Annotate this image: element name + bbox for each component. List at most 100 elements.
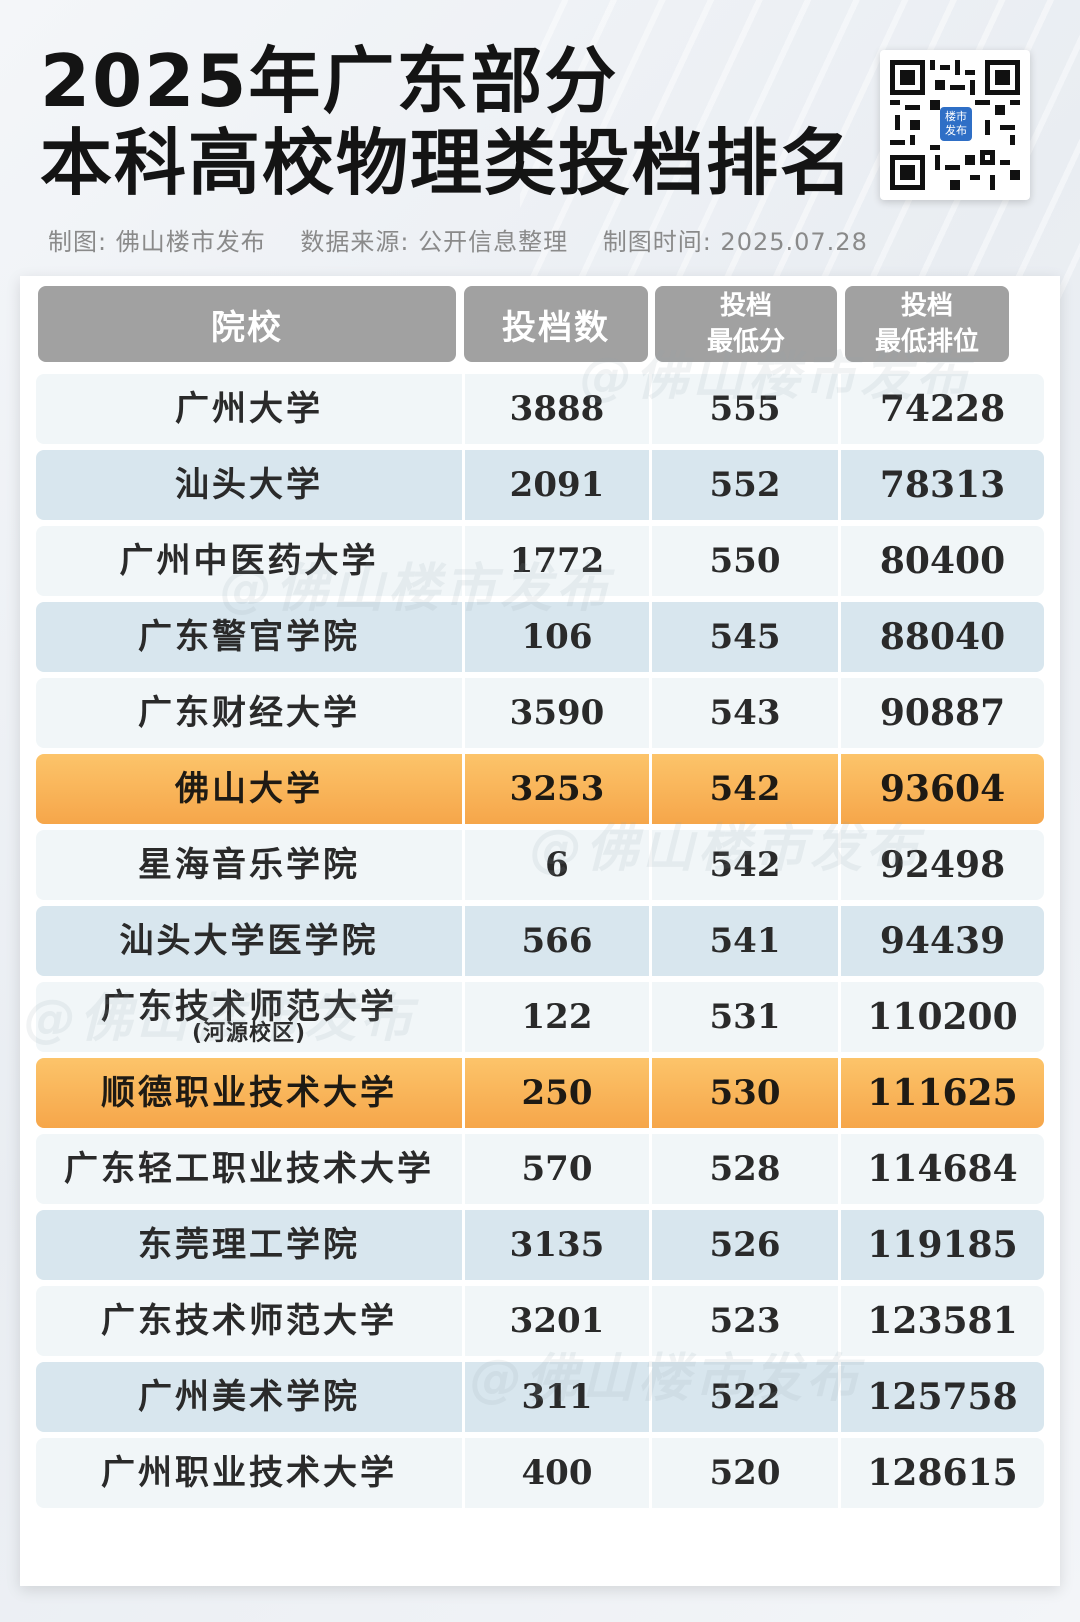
cell-school: 佛山大学 [36,754,462,824]
school-name: 广东财经大学 [138,693,360,733]
table-row: 顺德职业技术大学 250 530 111625 [36,1058,1044,1128]
cell-min-score: 541 [652,906,838,976]
school-name: 汕头大学 [175,465,323,505]
cell-school: 广东警官学院 [36,602,462,672]
cell-count: 570 [465,1134,649,1204]
ranking-table: 院校 投档数 投档 最低分 投档 最低排位 广州大学 3888 555 74228 汕头… [20,276,1060,1586]
meta-time: 制图时间: 2025.07.28 [602,228,868,256]
school-name: 广东警官学院 [138,617,360,657]
cell-min-score: 555 [652,374,838,444]
cell-min-rank: 114684 [841,1134,1044,1204]
cell-min-rank: 93604 [841,754,1044,824]
cell-school: 汕头大学医学院 [36,906,462,976]
cell-min-score: 520 [652,1438,838,1508]
cell-school: 星海音乐学院 [36,830,462,900]
cell-count: 400 [465,1438,649,1508]
cell-school: 顺德职业技术大学 [36,1058,462,1128]
cell-school: 广东轻工职业技术大学 [36,1134,462,1204]
cell-min-score: 545 [652,602,838,672]
cell-min-score: 522 [652,1362,838,1432]
table-row: 广东技术师范大学 3201 523 123581 [36,1286,1044,1356]
cell-count: 3201 [465,1286,649,1356]
cell-school: 汕头大学 [36,450,462,520]
meta-source: 数据来源: 公开信息整理 [300,228,569,256]
cell-count: 311 [465,1362,649,1432]
qr-logo-badge: 楼市 发布 [940,107,972,141]
table-row: 佛山大学 3253 542 93604 [36,754,1044,824]
table-row: 广州职业技术大学 400 520 128615 [36,1438,1044,1508]
meta-info: 制图: 佛山楼市发布 数据来源: 公开信息整理 制图时间: 2025.07.28 [48,222,894,257]
header-school: 院校 [38,286,456,362]
qr-code: 楼市 发布 [880,50,1030,200]
cell-min-rank: 78313 [841,450,1044,520]
table-row: 广州大学 3888 555 74228 [36,374,1044,444]
cell-count: 3135 [465,1210,649,1280]
table-row: 广州中医药大学 1772 550 80400 [36,526,1044,596]
cell-min-score: 552 [652,450,838,520]
title-line-1: 2025年广东部分 [40,39,619,123]
cell-min-score: 542 [652,754,838,824]
page-title: 2025年广东部分 本科高校物理类投档排名 [40,40,860,204]
cell-count: 3253 [465,754,649,824]
school-name: 广州大学 [175,389,323,429]
table-row: 广州美术学院 311 522 125758 [36,1362,1044,1432]
table-body: 广州大学 3888 555 74228 汕头大学 2091 552 78313 广州中医药大学 1… [36,374,1044,1514]
cell-school: 广州职业技术大学 [36,1438,462,1508]
school-name: 广东技术师范大学 [101,987,397,1027]
school-name: 汕头大学医学院 [119,921,379,961]
cell-count: 6 [465,830,649,900]
cell-school: 广州美术学院 [36,1362,462,1432]
cell-min-score: 531 [652,982,838,1052]
school-campus: (河源校区) [191,1021,307,1046]
cell-school: 广东技术师范大学 (河源校区) [36,982,462,1052]
school-name: 星海音乐学院 [138,845,360,885]
cell-min-rank: 111625 [841,1058,1044,1128]
cell-min-rank: 88040 [841,602,1044,672]
school-name: 广东技术师范大学 [101,1301,397,1341]
school-name: 东莞理工学院 [138,1225,360,1265]
cell-min-rank: 94439 [841,906,1044,976]
cell-min-score: 523 [652,1286,838,1356]
cell-min-rank: 128615 [841,1438,1044,1508]
cell-school: 东莞理工学院 [36,1210,462,1280]
table-row: 广东技术师范大学 (河源校区) 122 531 110200 [36,982,1044,1052]
cell-min-rank: 119185 [841,1210,1044,1280]
school-name: 广州中医药大学 [119,541,379,581]
cell-count: 250 [465,1058,649,1128]
cell-min-score: 542 [652,830,838,900]
cell-school: 广州大学 [36,374,462,444]
cell-school: 广州中医药大学 [36,526,462,596]
cell-school: 广东财经大学 [36,678,462,748]
school-name: 佛山大学 [175,769,323,809]
cell-min-score: 528 [652,1134,838,1204]
cell-count: 1772 [465,526,649,596]
school-name: 广东轻工职业技术大学 [64,1149,434,1189]
header-min-score-line1: 投档 [719,291,772,321]
cell-min-rank: 125758 [841,1362,1044,1432]
cell-min-score: 550 [652,526,838,596]
table-row: 星海音乐学院 6 542 92498 [36,830,1044,900]
cell-count: 3888 [465,374,649,444]
cell-min-score: 543 [652,678,838,748]
table-row: 东莞理工学院 3135 526 119185 [36,1210,1044,1280]
header-min-rank-line2: 最低排位 [874,327,979,357]
title-line-2: 本科高校物理类投档排名 [40,121,855,205]
header-min-rank-line1: 投档 [900,291,953,321]
cell-min-score: 526 [652,1210,838,1280]
school-name: 广州美术学院 [138,1377,360,1417]
meta-maker: 制图: 佛山楼市发布 [48,228,266,256]
cell-min-rank: 74228 [841,374,1044,444]
cell-min-rank: 123581 [841,1286,1044,1356]
cell-min-rank: 110200 [841,982,1044,1052]
header-min-rank: 投档 最低排位 [845,286,1009,362]
header-min-score: 投档 最低分 [655,286,837,362]
table-row: 广东财经大学 3590 543 90887 [36,678,1044,748]
cell-min-rank: 90887 [841,678,1044,748]
cell-min-score: 530 [652,1058,838,1128]
school-name: 顺德职业技术大学 [101,1073,397,1113]
table-row: 汕头大学 2091 552 78313 [36,450,1044,520]
cell-count: 566 [465,906,649,976]
table-row: 广东警官学院 106 545 88040 [36,602,1044,672]
table-row: 汕头大学医学院 566 541 94439 [36,906,1044,976]
cell-count: 122 [465,982,649,1052]
